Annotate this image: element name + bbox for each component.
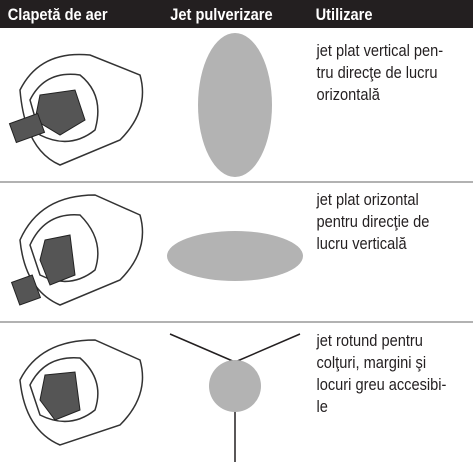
- air-flap-image: [10, 194, 144, 306]
- header-bar: [0, 0, 473, 28]
- usage-text: lucru verticală: [316, 235, 406, 253]
- column-header: Utilizare: [316, 6, 373, 24]
- usage-text: jet plat orizontal: [316, 191, 419, 209]
- usage-text: tru direcţe de lucru: [316, 64, 437, 82]
- usage-text: locuri greu accesibi-: [316, 376, 446, 394]
- column-header: Clapetă de aer: [8, 6, 108, 24]
- usage-text: colţuri, margini şi: [316, 354, 426, 372]
- usage-text: le: [316, 398, 328, 416]
- usage-text: jet plat vertical pen-: [316, 42, 444, 60]
- usage-text: pentru direcţie de: [316, 213, 429, 231]
- spray-flat-horizontal: [167, 231, 303, 281]
- air-flap-image: [8, 53, 144, 166]
- spray-round: [209, 360, 261, 412]
- column-header: Jet pulverizare: [170, 6, 272, 24]
- usage-text: orizontală: [316, 86, 380, 104]
- air-flap-image: [19, 339, 144, 446]
- usage-text: jet rotund pentru: [316, 332, 423, 350]
- spray-flat-vertical: [198, 33, 272, 177]
